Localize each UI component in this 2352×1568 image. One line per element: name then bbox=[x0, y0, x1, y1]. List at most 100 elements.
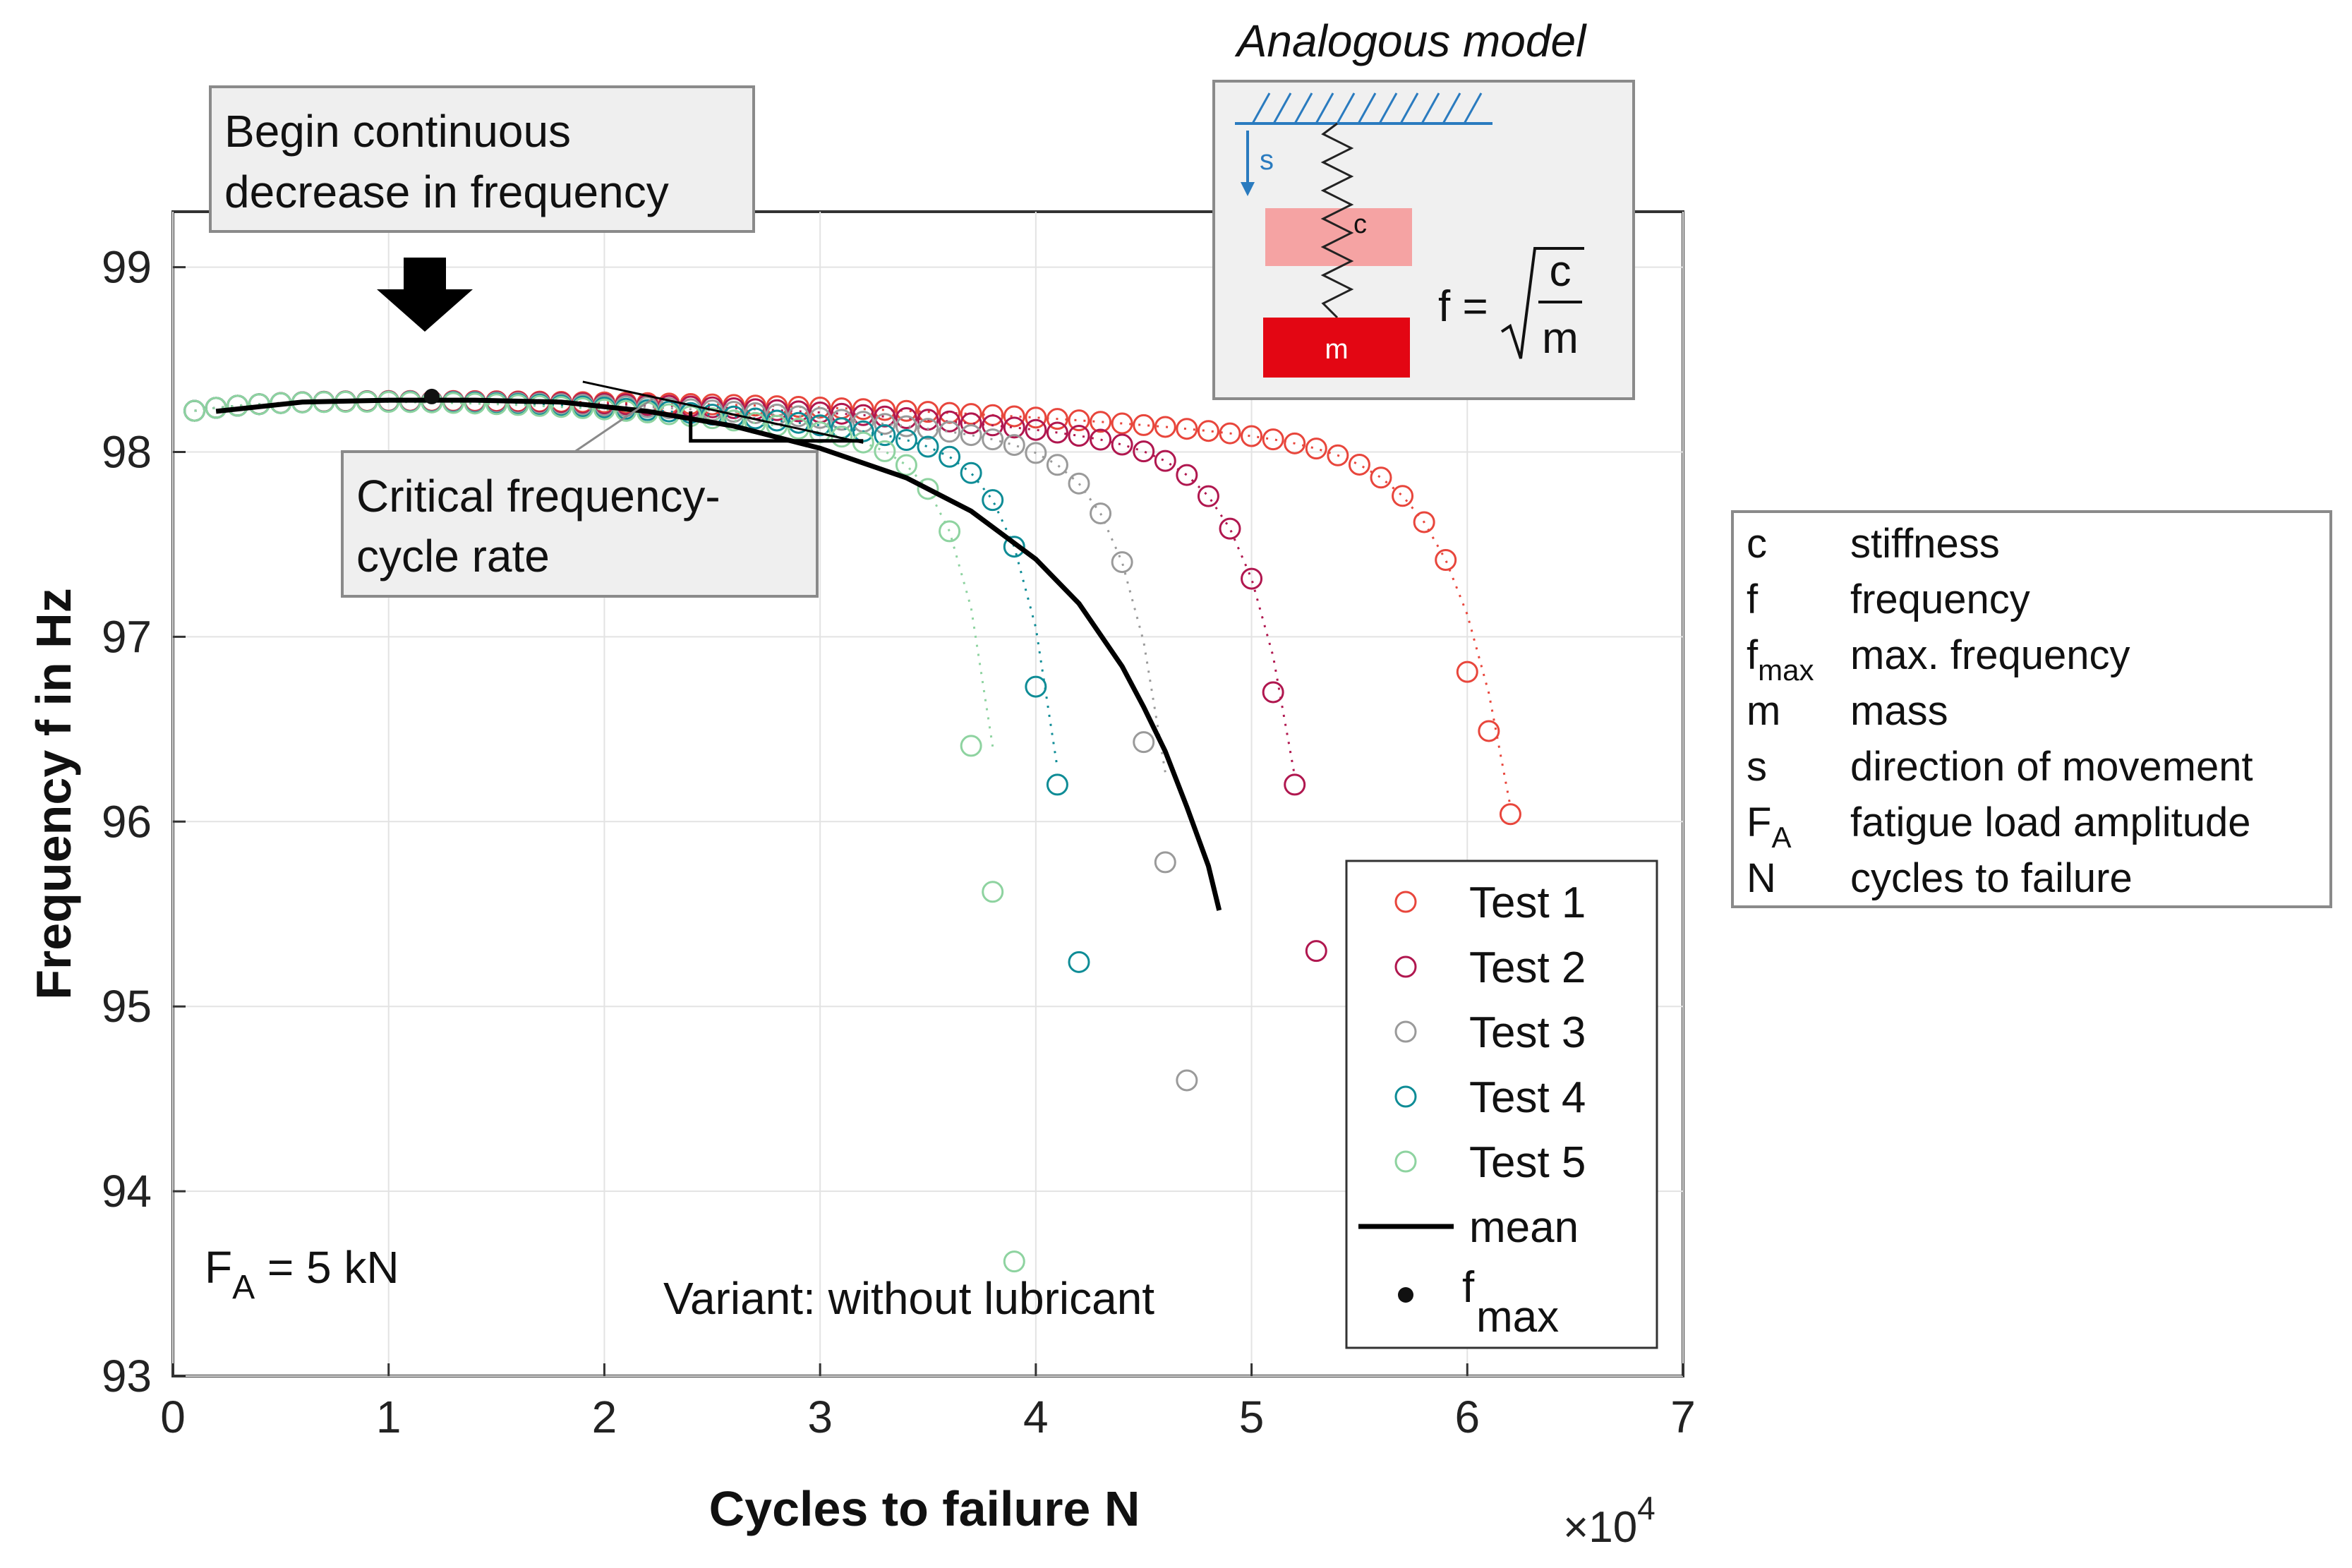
data-point bbox=[1262, 428, 1284, 451]
model-formula-den: m bbox=[1542, 314, 1579, 363]
data-point bbox=[1478, 720, 1500, 742]
data-point bbox=[1456, 661, 1478, 683]
data-point bbox=[1003, 536, 1025, 558]
data-point bbox=[1370, 466, 1392, 489]
symbol-name: c bbox=[1747, 521, 1767, 567]
x-exponent-power: 4 bbox=[1637, 1490, 1656, 1526]
data-point bbox=[1003, 416, 1025, 439]
data-point bbox=[1413, 511, 1435, 533]
legend: Test 1 Test 2 Test 3 Test 4 Test 5 mean fmax bbox=[1345, 860, 1658, 1349]
symbol-description: cycles to failure bbox=[1850, 855, 2133, 901]
data-point bbox=[1111, 551, 1133, 574]
model-s-label: s bbox=[1260, 145, 1274, 176]
data-point bbox=[550, 396, 572, 418]
y-tick-label: 98 bbox=[102, 426, 152, 477]
legend-label: Test 1 bbox=[1469, 879, 1586, 927]
symbol-legend: c stiffness f frequency fmax max. frequency m m… bbox=[1731, 510, 2332, 908]
data-point bbox=[960, 412, 982, 435]
hatch-line bbox=[1251, 92, 1271, 124]
data-point bbox=[1284, 773, 1306, 796]
data-point bbox=[183, 399, 206, 422]
hatch-line bbox=[1315, 92, 1334, 124]
symbol-description: max. frequency bbox=[1850, 632, 2130, 678]
data-point bbox=[572, 397, 594, 419]
legend-swatch bbox=[1394, 1020, 1417, 1043]
variant-annotation: Variant: without lubricant bbox=[663, 1273, 1154, 1324]
data-point bbox=[1154, 450, 1176, 472]
legend-items: Test 1 Test 2 Test 3 Test 4 Test 5 mean fmax bbox=[1358, 879, 1586, 1341]
data-point bbox=[1327, 444, 1349, 466]
data-layer bbox=[183, 380, 1521, 1273]
symbol-rows: c stiffness f frequency fmax max. frequency m m… bbox=[1747, 521, 2253, 901]
axes: 0 1 2 3 4 5 6 7 93 94 95 96 97 98 99 bbox=[102, 242, 1696, 1442]
symbol-name: f bbox=[1747, 577, 1759, 622]
data-point bbox=[1219, 422, 1241, 445]
symbol-name: N bbox=[1747, 855, 1776, 901]
data-point bbox=[1241, 567, 1263, 590]
data-point bbox=[1197, 420, 1219, 442]
legend-swatch bbox=[1394, 1085, 1417, 1108]
data-point bbox=[1176, 464, 1198, 486]
data-point bbox=[1499, 803, 1521, 826]
x-tick-label: 4 bbox=[1023, 1392, 1049, 1442]
callout-critical-line2: cycle rate bbox=[356, 531, 550, 581]
x-axis-title: Cycles to failure N bbox=[709, 1481, 1140, 1536]
callout-critical-leader bbox=[571, 397, 653, 455]
y-tick-label: 93 bbox=[102, 1351, 152, 1401]
hatch-line bbox=[1378, 92, 1398, 124]
data-point bbox=[1046, 421, 1068, 444]
model-mass bbox=[1263, 318, 1410, 378]
legend-swatch bbox=[1398, 1287, 1413, 1303]
data-point bbox=[723, 409, 745, 432]
data-point bbox=[1392, 485, 1414, 507]
symbol-description: stiffness bbox=[1850, 521, 2000, 567]
callout-begin-line2: decrease in frequency bbox=[224, 167, 669, 217]
mean-line bbox=[215, 397, 1222, 911]
y-tick-label: 97 bbox=[102, 611, 152, 662]
hatch-line bbox=[1272, 92, 1292, 124]
data-point bbox=[917, 478, 939, 500]
fmax-point bbox=[423, 388, 440, 404]
x-exponent-base: ×10 bbox=[1563, 1503, 1637, 1552]
data-point bbox=[1003, 405, 1025, 428]
data-point bbox=[895, 415, 917, 438]
hatch-line bbox=[1463, 92, 1483, 124]
data-point bbox=[1154, 851, 1176, 874]
callout-critical-line1: Critical frequency- bbox=[356, 471, 720, 521]
legend-label: Test 5 bbox=[1469, 1138, 1586, 1187]
model-s-arrow-head bbox=[1241, 182, 1255, 196]
data-point bbox=[1046, 408, 1068, 430]
data-point bbox=[529, 394, 551, 417]
data-point bbox=[1133, 731, 1155, 754]
x-tick-label: 2 bbox=[592, 1392, 617, 1442]
model-spring bbox=[1320, 122, 1354, 319]
data-point bbox=[1305, 438, 1327, 460]
data-point bbox=[788, 405, 810, 428]
legend-label: Test 3 bbox=[1469, 1008, 1586, 1057]
data-point bbox=[852, 404, 874, 426]
data-point bbox=[1046, 773, 1068, 796]
data-point bbox=[1025, 418, 1047, 441]
data-point bbox=[960, 462, 982, 484]
callout-critical-box bbox=[341, 450, 819, 598]
symbol-legend-box bbox=[1731, 510, 2332, 908]
data-point bbox=[982, 428, 1004, 451]
model-formula-num: c bbox=[1550, 247, 1572, 296]
data-point bbox=[1003, 1250, 1025, 1273]
data-point bbox=[1241, 425, 1263, 447]
data-point bbox=[1348, 453, 1370, 476]
legend-label: mean bbox=[1469, 1203, 1579, 1252]
x-exponent: ×104 bbox=[1563, 1490, 1656, 1552]
symbol-name: fmax bbox=[1747, 632, 1814, 687]
data-point bbox=[960, 735, 982, 757]
data-point bbox=[1068, 409, 1090, 432]
symbol-description: direction of movement bbox=[1850, 744, 2253, 790]
symbol-description: mass bbox=[1850, 688, 1948, 734]
data-point bbox=[507, 394, 529, 416]
legend-swatch bbox=[1394, 1150, 1417, 1173]
data-point bbox=[744, 402, 766, 424]
data-point bbox=[809, 414, 831, 437]
hatch-line bbox=[1421, 92, 1440, 124]
data-point bbox=[442, 392, 464, 414]
data-point bbox=[1046, 454, 1068, 476]
